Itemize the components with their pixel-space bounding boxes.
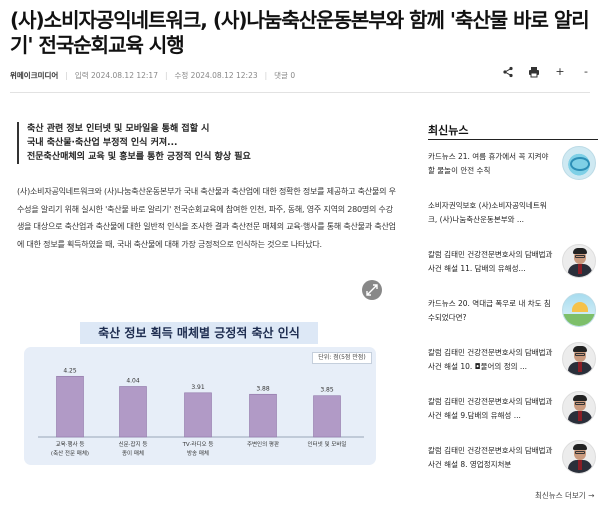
photo-part bbox=[573, 346, 587, 352]
chart-bar bbox=[184, 392, 212, 438]
expand-icon bbox=[366, 284, 378, 296]
news-item-title[interactable]: 카드뉴스 21. 여름 휴가에서 꼭 지켜야할 물놀이 안전 수칙 bbox=[428, 152, 549, 175]
bar-value-label: 4.25 bbox=[63, 367, 77, 374]
zoom-in-button[interactable]: + bbox=[555, 65, 565, 78]
category-label: 교육·행사 등 bbox=[56, 440, 85, 448]
share-icon-glyph bbox=[503, 66, 513, 78]
category-label: 주변인의 평판 bbox=[247, 440, 279, 448]
summary-line: 전문축산매체의 교육 및 홍보를 통한 긍정적 인식 향상 필요 bbox=[27, 152, 251, 162]
category-label: 종이 매체 bbox=[122, 449, 144, 457]
modified-date: 수정 2024.08.12 12:23 bbox=[174, 70, 258, 80]
photo-part bbox=[578, 411, 582, 421]
news-thumbnail[interactable] bbox=[562, 293, 596, 327]
photo-part bbox=[575, 353, 585, 356]
news-item[interactable]: 칼럼 김태민 건강전문변호사의 담배법과 사건 해설 8. 영업정지처분 bbox=[428, 440, 598, 480]
photo-part bbox=[563, 314, 595, 326]
news-item[interactable]: 칼럼 김태민 건강전문변호사의 담배법과 사건 해설 10. ◘물어의 정의 .… bbox=[428, 342, 598, 382]
columnist-photo[interactable] bbox=[562, 440, 596, 474]
chart-unit-label: 단위: 점(5점 만점) bbox=[312, 352, 372, 364]
photo-part bbox=[575, 451, 585, 454]
zoom-out-button[interactable]: - bbox=[584, 65, 588, 78]
bar-value-label: 3.85 bbox=[320, 387, 334, 394]
news-thumbnail[interactable] bbox=[562, 146, 596, 180]
water-wave-icon bbox=[570, 157, 590, 171]
bar-value-label: 3.91 bbox=[191, 384, 205, 391]
news-item[interactable]: 칼럼 김태민 건강전문변호사의 담배법과 사건 해설 11. 담배의 유해성..… bbox=[428, 244, 598, 284]
category-label: (축산 전문 매체) bbox=[51, 449, 89, 457]
bar-value-label: 3.88 bbox=[256, 385, 270, 392]
photo-part bbox=[578, 362, 582, 372]
news-item-title[interactable]: 칼럼 김태민 건강전문변호사의 담배법과 사건 해설 11. 담배의 유해성..… bbox=[428, 250, 553, 273]
more-news-link[interactable]: 최신뉴스 더보기 → bbox=[535, 491, 595, 500]
article-meta: 위메이크미디어 | 입력 2024.08.12 12:17 | 수정 2024.… bbox=[10, 68, 590, 82]
article-headline: (사)소비자공익네트워크, (사)나눔축산운동본부와 함께 '축산물 바로 알리… bbox=[10, 8, 590, 57]
columnist-photo[interactable] bbox=[562, 244, 596, 278]
photo-part bbox=[575, 402, 585, 405]
sidebar-rule bbox=[428, 139, 598, 140]
photo-part bbox=[573, 248, 587, 254]
category-label: 방송 매체 bbox=[187, 449, 209, 457]
chart-bar bbox=[56, 375, 84, 438]
article-body: (사)소비자공익네트워크와 (사)나눔축산운동본부가 국내 축산물과 축산업에 … bbox=[17, 187, 396, 249]
share-icon[interactable] bbox=[502, 66, 514, 78]
published-date: 입력 2024.08.12 12:17 bbox=[74, 70, 158, 80]
comment-count[interactable]: 댓글 0 bbox=[274, 70, 296, 80]
news-item-title[interactable]: 칼럼 김태민 건강전문변호사의 담배법과 사건 해설 8. 영업정지처분 bbox=[428, 446, 553, 469]
news-item[interactable]: 카드뉴스 20. 역대급 폭우로 내 차도 침수되었다면? bbox=[428, 293, 598, 333]
news-item-title[interactable]: 소비자권익보호 (사)소비자공익네트워크, (사)나눔축산운동본부와 ... bbox=[428, 201, 547, 224]
category-label: TV·라디오 등 bbox=[182, 440, 214, 448]
bar-value-label: 4.04 bbox=[126, 377, 140, 384]
chart-bar bbox=[313, 395, 341, 438]
print-icon-glyph bbox=[529, 67, 539, 78]
summary-line: 축산 관련 정보 인터넷 및 모바일을 통해 접할 시 bbox=[27, 124, 210, 134]
news-item[interactable]: 카드뉴스 21. 여름 휴가에서 꼭 지켜야할 물놀이 안전 수칙 bbox=[428, 146, 598, 186]
meta-separator: | bbox=[164, 70, 168, 80]
photo-part bbox=[578, 264, 582, 274]
bar-chart: 4.25 교육·행사 등(축산 전문 매체) 4.04 신문·잡지 등종이 매체 3.9… bbox=[38, 367, 364, 457]
summary-line: 국내 축산물·축산업 부정적 인식 커져... bbox=[27, 138, 178, 148]
chart-bar bbox=[249, 393, 277, 438]
meta-divider bbox=[10, 92, 590, 93]
news-item-title[interactable]: 칼럼 김태민 건강전문변호사의 담배법과 사건 해설 9.담배의 유해성 ... bbox=[428, 397, 553, 420]
columnist-photo[interactable] bbox=[562, 391, 596, 425]
news-item-title[interactable]: 카드뉴스 20. 역대급 폭우로 내 차도 침수되었다면? bbox=[428, 299, 551, 322]
publisher-name[interactable]: 위메이크미디어 bbox=[10, 70, 59, 80]
chart-title: 축산 정보 획득 매체별 긍정적 축산 인식 bbox=[80, 322, 318, 344]
expand-image-button[interactable] bbox=[362, 280, 382, 300]
article-summary: 축산 관련 정보 인터넷 및 모바일을 통해 접할 시 국내 축산물·축산업 부… bbox=[17, 122, 397, 164]
photo-part bbox=[572, 302, 588, 312]
photo-part bbox=[573, 444, 587, 450]
article-toolbar: + - bbox=[502, 66, 592, 78]
meta-separator: | bbox=[264, 70, 268, 80]
meta-separator: | bbox=[65, 70, 68, 80]
columnist-photo[interactable] bbox=[562, 342, 596, 376]
photo-part bbox=[575, 255, 585, 258]
category-label: 인터넷 및 모바일 bbox=[308, 440, 347, 448]
chart-bar bbox=[119, 386, 147, 438]
photo-part bbox=[573, 395, 587, 401]
category-label: 신문·잡지 등 bbox=[119, 440, 148, 448]
print-icon[interactable] bbox=[528, 66, 540, 78]
news-item[interactable]: 칼럼 김태민 건강전문변호사의 담배법과 사건 해설 9.담배의 유해성 ... bbox=[428, 391, 598, 431]
news-item[interactable]: 소비자권익보호 (사)소비자공익네트워크, (사)나눔축산운동본부와 ... bbox=[428, 195, 598, 235]
sidebar-title: 최신뉴스 bbox=[428, 124, 469, 137]
news-item-title[interactable]: 칼럼 김태민 건강전문변호사의 담배법과 사건 해설 10. ◘물어의 정의 .… bbox=[428, 348, 553, 371]
photo-part bbox=[578, 460, 582, 470]
